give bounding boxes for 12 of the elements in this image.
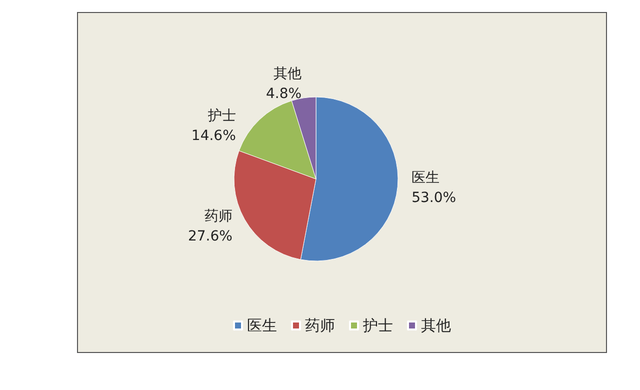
slice-label: 药师 (204, 208, 232, 224)
data-label: 14.6% (191, 128, 236, 144)
legend-label: 护士 (362, 316, 393, 334)
legend-label: 药师 (305, 316, 335, 334)
data-label: 27.6% (188, 228, 232, 244)
legend-label: 医生 (247, 316, 277, 334)
legend-label: 其他 (421, 316, 451, 334)
data-label: 53.0% (412, 190, 456, 206)
slice-label: 医生 (412, 170, 440, 186)
slice-label: 护士 (206, 108, 236, 124)
data-label: 4.8% (266, 86, 302, 102)
slice-label: 其他 (274, 66, 302, 82)
